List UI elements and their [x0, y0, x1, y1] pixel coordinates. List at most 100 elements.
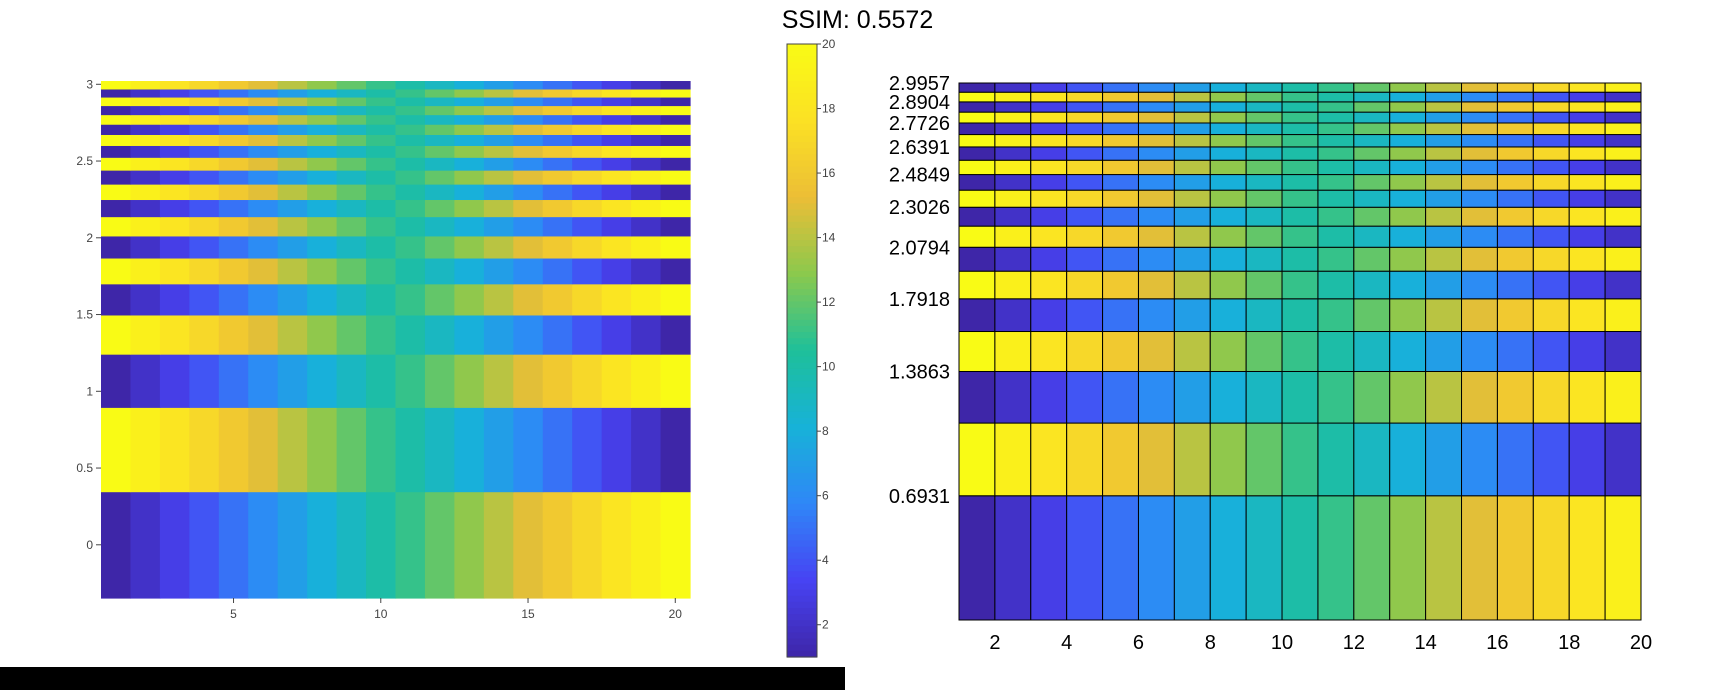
left-heatmap-cell	[277, 96, 308, 107]
left-heatmap-cell	[248, 170, 279, 185]
left-heatmap-cell	[366, 354, 397, 408]
left-heatmap-cell	[159, 407, 190, 493]
right-heatmap-cell	[1317, 225, 1355, 248]
right-heatmap-cell	[1245, 189, 1283, 208]
right-heatmap-cell	[1030, 101, 1068, 113]
right-heatmap-cell	[1425, 134, 1463, 148]
left-heatmap-cell	[483, 81, 514, 90]
right-heatmap-cell	[1496, 270, 1534, 300]
left-heatmap-cell	[159, 283, 190, 316]
right-heatmap-cell	[1102, 246, 1139, 272]
left-heatmap-cell	[483, 124, 514, 135]
right-y-tick-label: 2.6391	[889, 137, 950, 159]
right-heatmap-cell	[1066, 111, 1104, 124]
right-x-tick-label: 2	[989, 632, 1000, 654]
colorbar-segment	[787, 375, 817, 382]
left-heatmap-cell	[454, 314, 485, 355]
right-heatmap-cell	[1496, 122, 1534, 136]
right-heatmap-cell	[1568, 82, 1606, 93]
right-heatmap-cell	[1604, 189, 1642, 208]
left-heatmap-cell	[513, 216, 544, 237]
right-heatmap-cell	[1102, 101, 1139, 113]
colorbar-segment	[787, 142, 817, 149]
left-heatmap-cell	[307, 257, 338, 285]
colorbar-segment	[787, 234, 817, 241]
left-heatmap-cell	[660, 407, 691, 493]
right-heatmap-cell	[1173, 82, 1211, 93]
right-heatmap-cell	[1568, 246, 1606, 272]
right-heatmap-cell	[1425, 91, 1463, 103]
left-heatmap-cell	[542, 283, 573, 316]
right-heatmap-cell	[1496, 146, 1534, 161]
left-heatmap-cell	[130, 157, 161, 171]
left-heatmap-cell	[248, 184, 279, 201]
right-heatmap-cell	[1102, 134, 1139, 148]
left-heatmap-cell	[454, 134, 485, 146]
left-heatmap-cell	[277, 184, 308, 201]
right-heatmap-cell	[1353, 122, 1391, 136]
left-heatmap-cell	[395, 184, 426, 201]
right-heatmap-cell	[1209, 371, 1247, 424]
right-heatmap-cell	[1604, 174, 1642, 191]
right-heatmap-cell	[1281, 91, 1319, 103]
left-heatmap-cell	[424, 124, 455, 135]
left-heatmap-cell	[277, 199, 308, 218]
left-heatmap-cell	[395, 354, 426, 408]
right-heatmap-cell	[1209, 111, 1247, 124]
right-heatmap-cell	[1209, 246, 1247, 272]
left-heatmap-cell	[248, 407, 279, 493]
right-heatmap-cell	[1066, 91, 1104, 103]
colorbar-segment	[787, 307, 817, 315]
left-heatmap-cell	[542, 491, 573, 599]
right-heatmap-cell	[1245, 101, 1283, 113]
left-heatmap-cell	[218, 96, 249, 107]
left-heatmap-cell	[513, 145, 544, 158]
left-heatmap-cell	[454, 354, 485, 408]
left-heatmap-cell	[395, 491, 426, 599]
right-heatmap-cell	[1137, 159, 1175, 176]
left-heatmap-cell	[307, 124, 338, 135]
left-heatmap-cell	[101, 157, 132, 171]
left-heatmap-cell	[424, 257, 455, 285]
right-heatmap-cell	[1137, 134, 1175, 148]
colorbar-segment	[787, 44, 817, 51]
left-heatmap-cell	[189, 88, 220, 98]
left-heatmap-cell	[542, 354, 573, 408]
left-heatmap-cell	[424, 354, 455, 408]
left-heatmap-cell	[660, 491, 691, 599]
left-heatmap-cell	[336, 124, 367, 135]
left-heatmap-cell	[454, 407, 485, 493]
left-heatmap-cell	[101, 96, 132, 107]
right-heatmap-cell	[1281, 159, 1319, 176]
right-heatmap-cell	[1353, 174, 1391, 191]
left-heatmap-cell	[307, 157, 338, 171]
left-heatmap-cell	[159, 170, 190, 185]
right-heatmap-cell	[1353, 159, 1391, 176]
left-heatmap-cell	[395, 199, 426, 218]
colorbar-segment	[787, 93, 817, 100]
left-heatmap-cell	[366, 145, 397, 158]
left-heatmap-cell	[307, 184, 338, 201]
right-x-tick-label: 6	[1133, 632, 1144, 654]
left-heatmap-cell	[601, 216, 632, 237]
right-heatmap-cell	[1425, 206, 1463, 227]
left-heatmap-cell	[395, 257, 426, 285]
right-x-tick-label: 4	[1061, 632, 1072, 654]
right-heatmap-cell	[994, 134, 1032, 148]
right-heatmap-cell	[1353, 495, 1391, 621]
colorbar-segment	[787, 430, 817, 437]
left-heatmap-cell	[572, 124, 603, 135]
right-heatmap-cell	[1245, 111, 1283, 124]
left-heatmap-cell	[159, 216, 190, 237]
colorbar-segment	[787, 301, 817, 309]
colorbar-segment	[787, 74, 817, 82]
left-heatmap-cell	[307, 105, 338, 116]
left-heatmap-cell	[601, 88, 632, 98]
left-heatmap-cell	[307, 88, 338, 98]
right-heatmap-cell	[1353, 206, 1391, 227]
right-heatmap-cell	[1173, 371, 1211, 424]
colorbar-segment	[787, 522, 817, 529]
right-heatmap-cell	[1173, 134, 1211, 148]
left-heatmap-cell	[660, 216, 691, 237]
right-heatmap-cell	[1317, 371, 1355, 424]
